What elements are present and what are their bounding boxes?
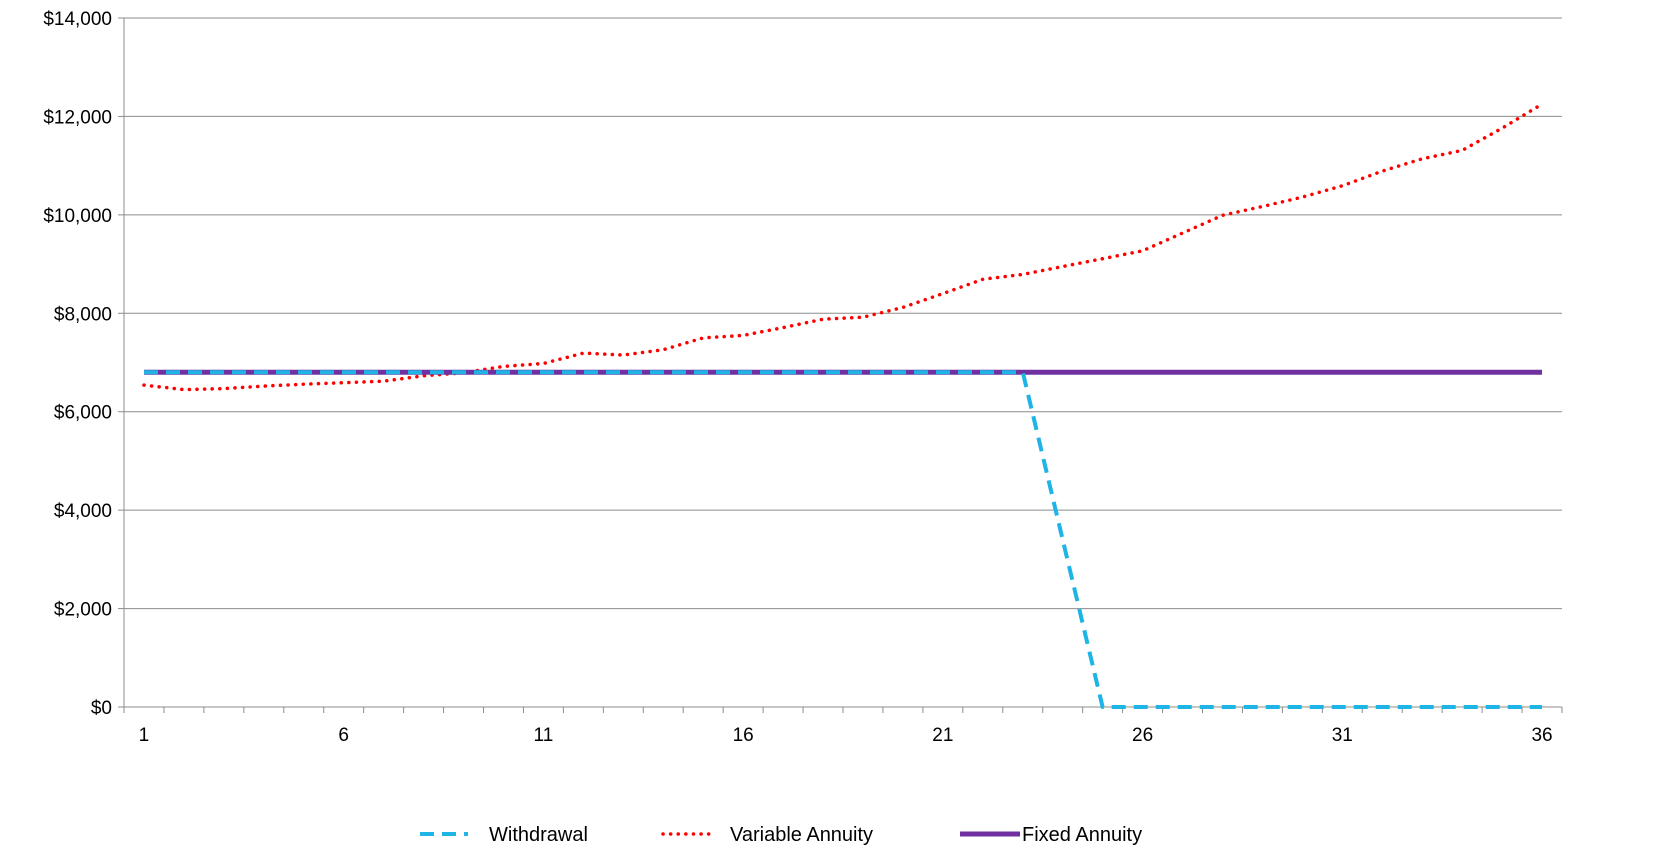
x-tick-label-6: 31 [1332, 725, 1353, 746]
y-tick-label-7: $14,000 [43, 9, 112, 30]
legend-item-withdrawal: Withdrawal [420, 824, 588, 846]
x-tick-label-2: 11 [534, 725, 554, 746]
variable-annuity-line [142, 102, 1544, 392]
x-tick-label-4: 21 [932, 725, 953, 746]
y-tick-label-3: $6,000 [54, 403, 112, 424]
withdrawal-line [144, 370, 1542, 709]
legend-label-variable-annuity: Variable Annuity [730, 824, 873, 846]
y-tick-label-4: $8,000 [54, 304, 112, 325]
y-tick-label-2: $4,000 [54, 501, 112, 522]
x-tick-label-5: 26 [1132, 725, 1153, 746]
legend: Withdrawal Variable Annuity Fixed Annuity [420, 824, 1142, 846]
legend-label-withdrawal: Withdrawal [489, 824, 588, 846]
legend-item-fixed-annuity: Fixed Annuity [960, 824, 1142, 846]
x-tick-label-3: 16 [733, 725, 754, 746]
y-tick-label-0: $0 [91, 698, 112, 719]
series-lines [142, 102, 1544, 709]
y-tick-label-1: $2,000 [54, 600, 112, 621]
legend-item-variable-annuity: Variable Annuity [661, 824, 873, 846]
y-tick-label-5: $10,000 [43, 206, 112, 227]
x-tick-label-1: 6 [338, 725, 349, 746]
legend-label-fixed-annuity: Fixed Annuity [1022, 824, 1142, 846]
x-tick-label-0: 1 [139, 725, 150, 746]
x-tick-label-7: 36 [1531, 725, 1552, 746]
y-tick-label-6: $12,000 [43, 107, 112, 128]
gridlines [124, 17, 1562, 610]
axes: $0 $2,000 $4,000 $6,000 $8,000 $10,000 $12,000… [43, 9, 1563, 746]
